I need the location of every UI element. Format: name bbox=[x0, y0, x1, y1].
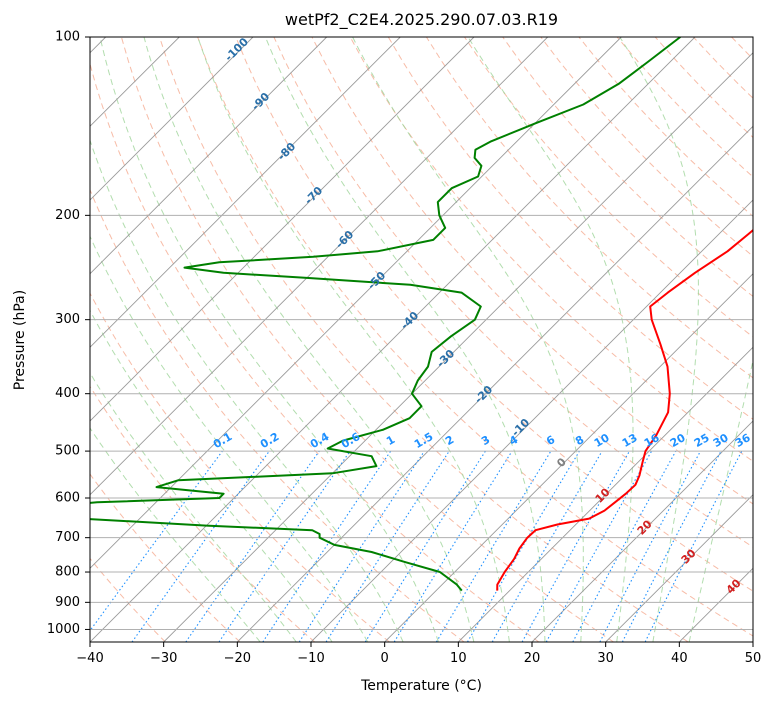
plot-frame bbox=[89, 36, 754, 643]
mixing-ratio-line bbox=[262, 450, 392, 642]
dewpoint-profile bbox=[90, 37, 681, 592]
x-tick-label: −20 bbox=[224, 651, 251, 666]
dry-adiabat-line bbox=[120, 37, 614, 642]
moist-adiabat-line bbox=[99, 37, 439, 642]
mixing-ratio-line bbox=[572, 450, 677, 642]
moist-adiabat-line bbox=[90, 235, 369, 642]
x-tick-label: 10 bbox=[450, 651, 467, 666]
dry-adiabat-line bbox=[90, 62, 540, 642]
x-axis-label: Temperature (°C) bbox=[361, 678, 482, 694]
moist-adiabat-line bbox=[688, 357, 753, 642]
isotherm-line bbox=[90, 37, 328, 275]
isotherm-line bbox=[90, 37, 622, 569]
moist-adiabat-line bbox=[143, 37, 475, 642]
dry-adiabat-line bbox=[349, 37, 753, 462]
isotherm-line bbox=[90, 37, 401, 348]
y-tick-label: 300 bbox=[55, 312, 80, 327]
plot-lines bbox=[90, 37, 775, 642]
mixing-ratio-line bbox=[90, 450, 223, 632]
moist-adiabat-line bbox=[90, 309, 333, 642]
isotherm-line bbox=[752, 641, 753, 642]
dry-adiabat-line bbox=[90, 473, 241, 642]
x-tick-label: 0 bbox=[381, 651, 389, 666]
temperature-profile bbox=[496, 228, 753, 591]
dry-adiabat-line bbox=[90, 385, 316, 642]
x-tick-label: −40 bbox=[76, 651, 103, 666]
dry-adiabat-line bbox=[159, 37, 689, 642]
isotherm-line bbox=[90, 37, 475, 422]
mixing-ratio-line bbox=[218, 450, 351, 642]
isotherm-line bbox=[90, 37, 696, 642]
y-tick-label: 600 bbox=[55, 491, 80, 506]
dry-adiabat-line bbox=[770, 37, 775, 642]
y-tick-label: 400 bbox=[55, 386, 80, 401]
x-tick-label: −10 bbox=[297, 651, 324, 666]
dry-adiabat-line bbox=[311, 37, 753, 505]
plot-background bbox=[90, 37, 753, 642]
moist-adiabat-line bbox=[90, 427, 261, 642]
x-tick-label: 40 bbox=[671, 651, 688, 666]
moist-adiabat-line bbox=[90, 371, 297, 642]
y-axis-label: Pressure (hPa) bbox=[12, 289, 28, 391]
dry-adiabat-line bbox=[387, 37, 753, 420]
x-tick-label: −30 bbox=[150, 651, 177, 666]
moist-adiabat-line bbox=[90, 138, 404, 642]
moist-adiabat-line bbox=[264, 37, 546, 642]
y-tick-label: 100 bbox=[55, 30, 80, 45]
mixing-ratio-line bbox=[393, 450, 513, 642]
mixing-ratio-line bbox=[131, 450, 270, 642]
dry-adiabat-line bbox=[273, 37, 753, 548]
y-tick-label: 700 bbox=[55, 530, 80, 545]
isotherm-line bbox=[163, 52, 753, 642]
isotherm-line bbox=[236, 125, 753, 642]
x-tick-label: 20 bbox=[524, 651, 541, 666]
mixing-ratio-line bbox=[325, 450, 450, 642]
moist-adiabat-line bbox=[352, 37, 584, 642]
moist-adiabat-line bbox=[197, 37, 510, 642]
isotherm-line bbox=[605, 494, 753, 642]
chart-title: wetPf2_C2E4.2025.290.07.03.R19 bbox=[284, 10, 559, 29]
mixing-ratio-line bbox=[644, 450, 743, 642]
y-tick-label: 200 bbox=[55, 208, 80, 223]
isotherm-line bbox=[90, 37, 254, 201]
isotherm-line bbox=[310, 199, 753, 642]
isotherm-line bbox=[384, 273, 753, 642]
y-tick-label: 900 bbox=[55, 595, 80, 610]
y-tick-label: 800 bbox=[55, 565, 80, 580]
y-tick-label: 500 bbox=[55, 444, 80, 459]
mixing-ratio-line bbox=[521, 450, 630, 642]
dry-adiabat-line bbox=[502, 37, 753, 298]
isotherm-line bbox=[531, 420, 753, 642]
mixing-ratio-line bbox=[298, 450, 425, 642]
dry-adiabat-line bbox=[90, 188, 465, 642]
isotherm-line bbox=[90, 37, 549, 496]
moist-adiabat-line bbox=[619, 37, 699, 642]
x-tick-label: 30 bbox=[597, 651, 614, 666]
x-tick-label: 50 bbox=[745, 651, 762, 666]
dry-adiabat-line bbox=[425, 37, 753, 379]
y-tick-label: 1000 bbox=[47, 622, 80, 637]
dry-adiabat-line bbox=[235, 37, 753, 592]
mixing-ratio-line bbox=[185, 450, 320, 642]
mixing-ratio-line bbox=[545, 450, 653, 642]
isotherm-line bbox=[457, 346, 753, 642]
dry-adiabat-line bbox=[90, 292, 390, 642]
